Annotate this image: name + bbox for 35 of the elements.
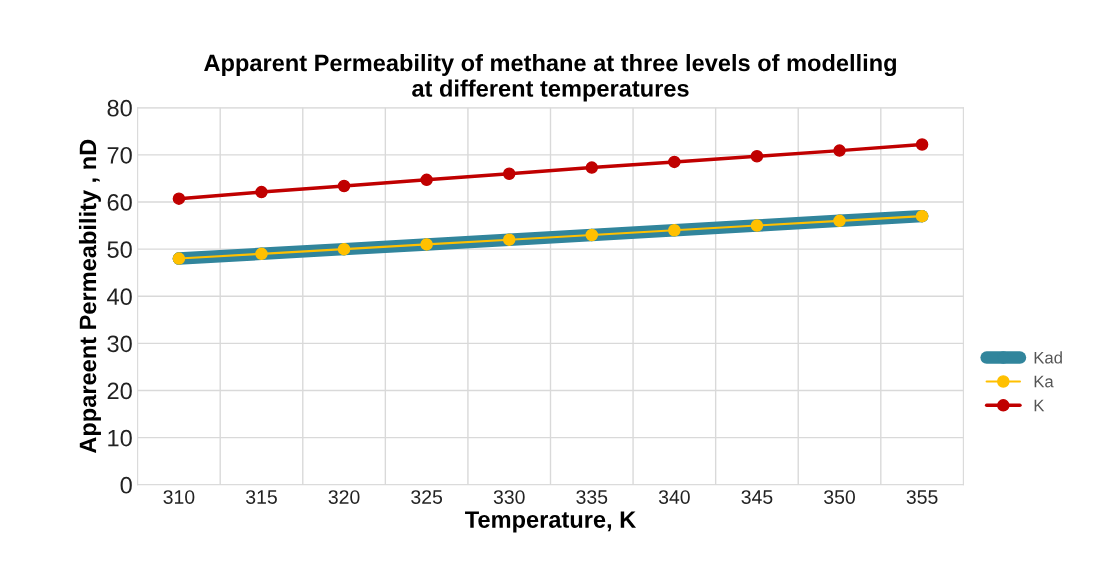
y-tick-label: 50 [107, 241, 132, 258]
chart-title: Apparent Permeability of methane at three levels of modelling at different temperatures [204, 53, 896, 102]
y-tick-label: 20 [107, 382, 132, 400]
legend-label: Ka [1034, 375, 1054, 388]
x-tick-label: 340 [658, 490, 690, 504]
point [255, 185, 268, 199]
point [172, 192, 186, 205]
x-tick-label: 335 [576, 490, 608, 504]
x-axis-title: Temperature, K [465, 511, 637, 533]
x-tick-label: 310 [163, 490, 195, 504]
point [337, 179, 351, 193]
y-tick-label: 30 [107, 335, 132, 353]
x-tick-label: 345 [741, 490, 773, 504]
y-tick-label: 70 [107, 146, 132, 164]
point [833, 144, 846, 157]
y-tick-label: 10 [108, 429, 132, 447]
point [915, 138, 929, 151]
x-tick-label: 315 [246, 490, 277, 504]
point [502, 167, 516, 180]
y-axis-title: Appareent Permeability , nD [78, 139, 101, 454]
point [585, 161, 599, 174]
point [750, 150, 764, 163]
point [420, 173, 433, 187]
point [668, 155, 681, 169]
y-tick-label: 80 [107, 99, 132, 117]
y-tick-label: 0 [120, 476, 132, 494]
legend-label: Kad [1034, 351, 1062, 364]
x-tick-label: 350 [824, 490, 855, 504]
y-tick-label: 40 [107, 288, 132, 306]
y-tick-label: 60 [107, 194, 132, 211]
legend-label: K [1034, 399, 1045, 412]
x-tick-label: 320 [328, 490, 360, 504]
x-tick-label: 325 [411, 490, 443, 504]
x-tick-label: 330 [493, 490, 525, 504]
x-tick-label: 355 [906, 490, 938, 504]
